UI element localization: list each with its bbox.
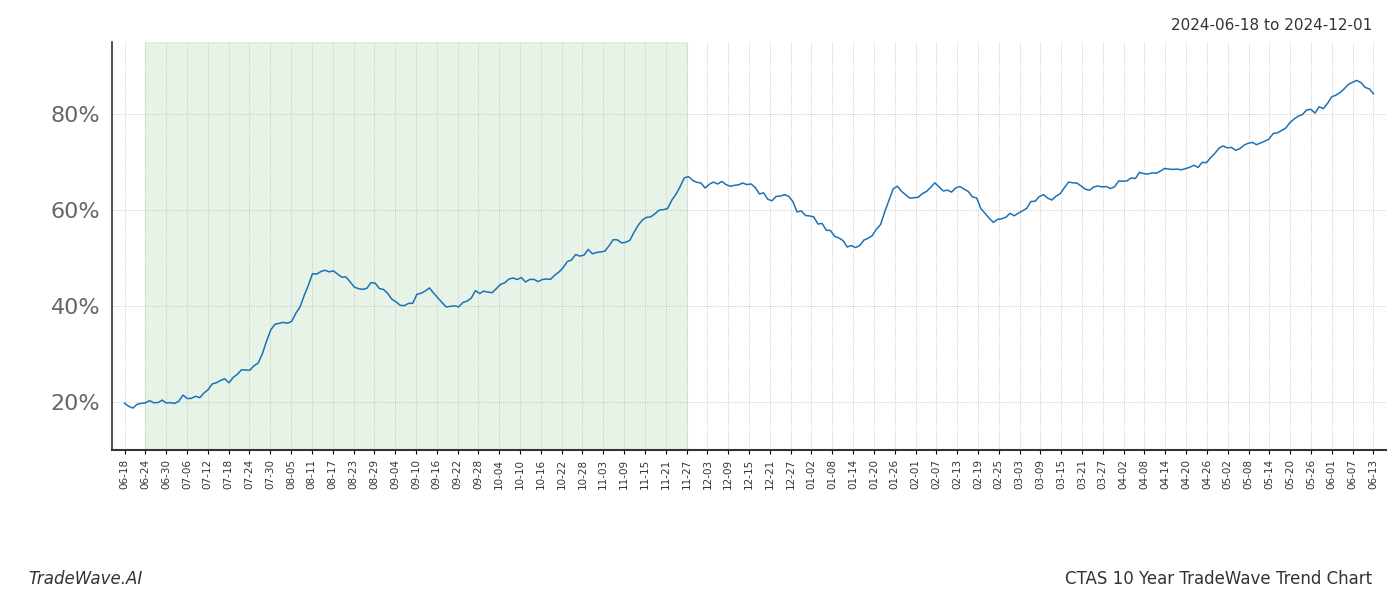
Text: CTAS 10 Year TradeWave Trend Chart: CTAS 10 Year TradeWave Trend Chart [1065, 570, 1372, 588]
Text: TradeWave.AI: TradeWave.AI [28, 570, 143, 588]
Text: 2024-06-18 to 2024-12-01: 2024-06-18 to 2024-12-01 [1170, 18, 1372, 33]
Bar [146, 42, 686, 450]
